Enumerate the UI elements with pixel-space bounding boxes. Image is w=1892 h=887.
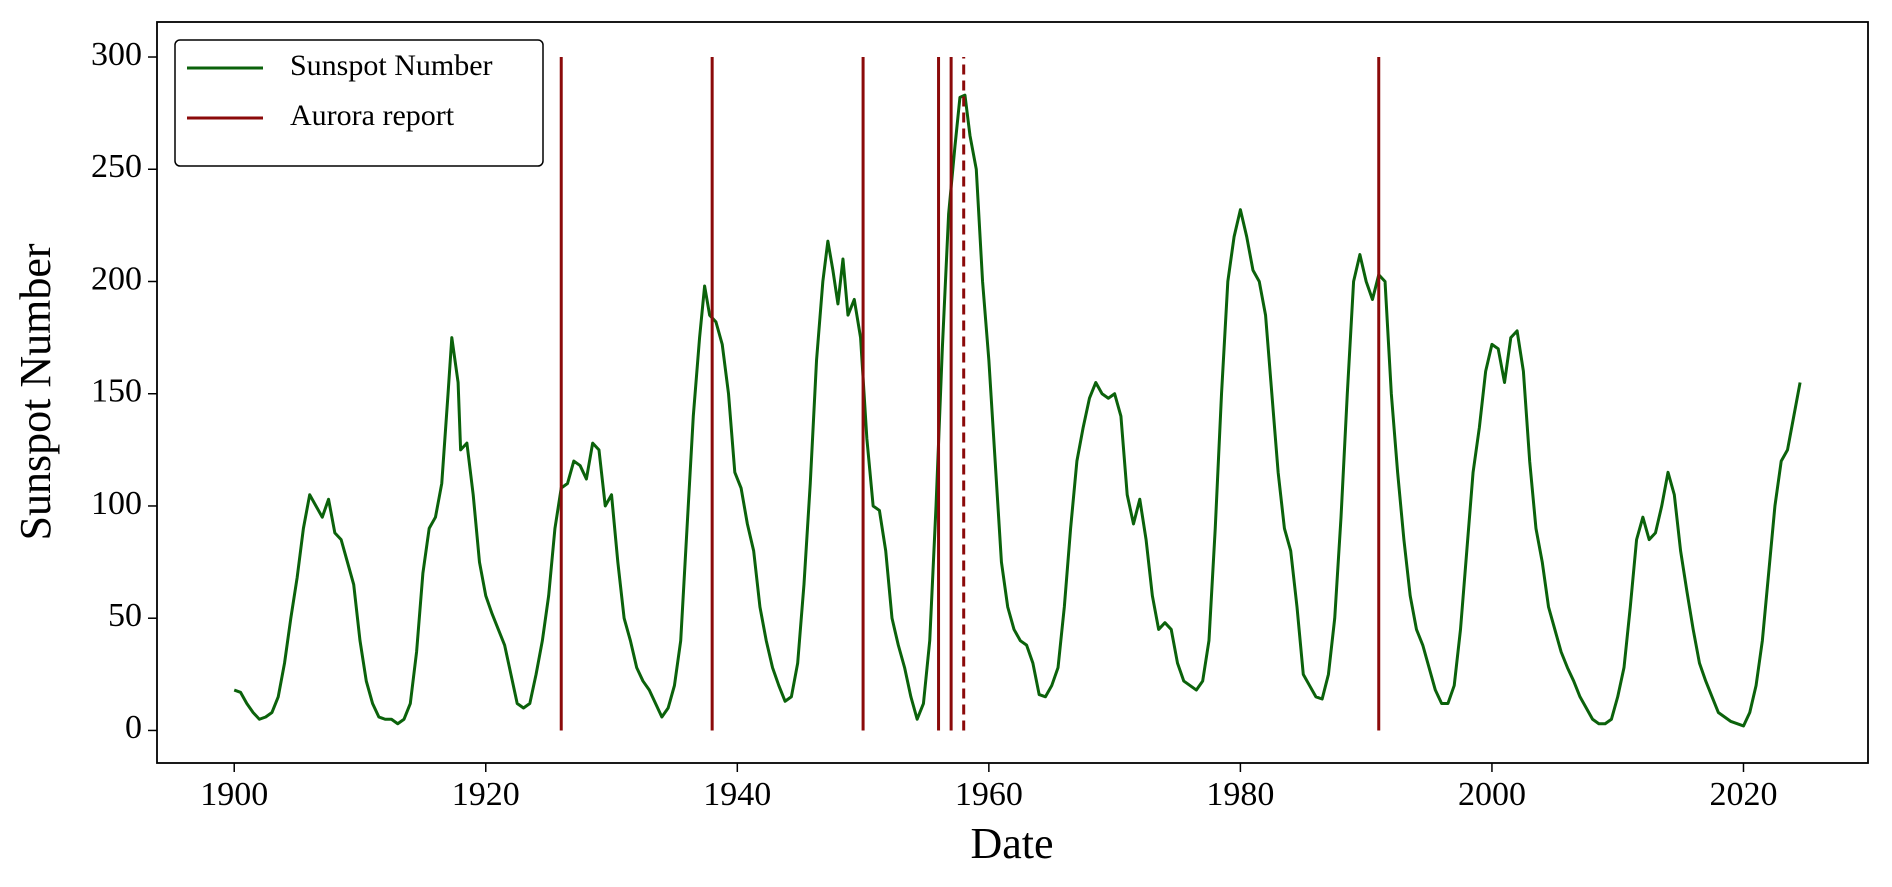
y-tick-label: 150 bbox=[91, 373, 142, 410]
legend-label: Aurora report bbox=[290, 99, 455, 132]
x-tick-label: 1940 bbox=[703, 776, 771, 813]
y-axis-label: Sunspot Number bbox=[11, 243, 60, 540]
legend: Sunspot Number Aurora report bbox=[174, 39, 544, 167]
x-tick-label: 2020 bbox=[1709, 776, 1777, 813]
x-axis-label: Date bbox=[970, 819, 1053, 868]
y-tick-label: 100 bbox=[91, 485, 142, 522]
y-tick-label: 250 bbox=[91, 148, 142, 185]
y-tick-label: 300 bbox=[91, 36, 142, 73]
x-tick-label: 1960 bbox=[955, 776, 1023, 813]
y-tick-label: 0 bbox=[125, 709, 142, 746]
x-tick-label: 1920 bbox=[452, 776, 520, 813]
y-tick-label: 200 bbox=[91, 260, 142, 297]
x-tick-label: 1980 bbox=[1206, 776, 1274, 813]
x-tick-label: 1900 bbox=[200, 776, 268, 813]
plot-frame bbox=[156, 21, 1869, 764]
legend-label: Sunspot Number bbox=[290, 49, 493, 82]
legend-box bbox=[174, 39, 544, 167]
series-line bbox=[233, 93, 1802, 728]
y-tick-label: 50 bbox=[108, 597, 142, 634]
x-tick-label: 2000 bbox=[1458, 776, 1526, 813]
